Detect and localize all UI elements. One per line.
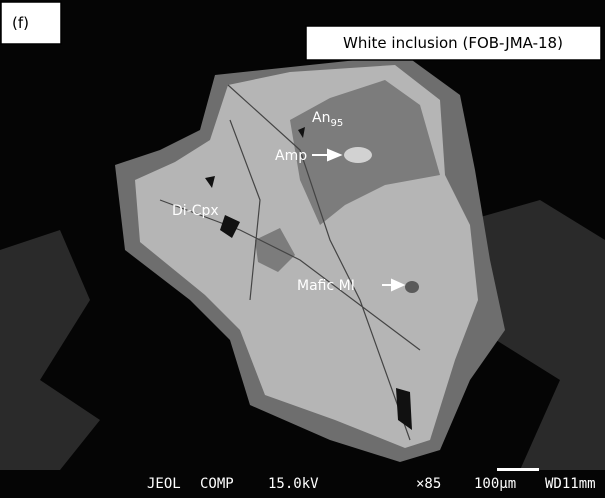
info-text: COMP <box>200 476 234 492</box>
panel-label: (f) <box>12 14 29 32</box>
sem-figure: (f) White inclusion (FOB-JMA-18) An95 Am… <box>0 0 605 498</box>
info-text: 100µm <box>474 476 516 492</box>
info-text: ×85 <box>416 476 441 492</box>
mineral-label: Mafic MI <box>297 278 355 294</box>
panel-label-box <box>1 2 61 44</box>
label-subscript: 95 <box>330 118 343 129</box>
mineral-label: Amp <box>275 148 307 164</box>
amp-grain <box>344 147 372 163</box>
mafic-inclusion <box>405 281 419 293</box>
label-text: An <box>312 110 330 126</box>
info-text: JEOL <box>147 476 181 492</box>
title: White inclusion (FOB-JMA-18) <box>343 34 563 52</box>
info-text: 15.0kV <box>268 476 319 492</box>
mineral-label: Di-Cpx <box>172 203 219 219</box>
scale-bar <box>497 468 539 471</box>
info-text: WD11mm <box>545 476 596 492</box>
